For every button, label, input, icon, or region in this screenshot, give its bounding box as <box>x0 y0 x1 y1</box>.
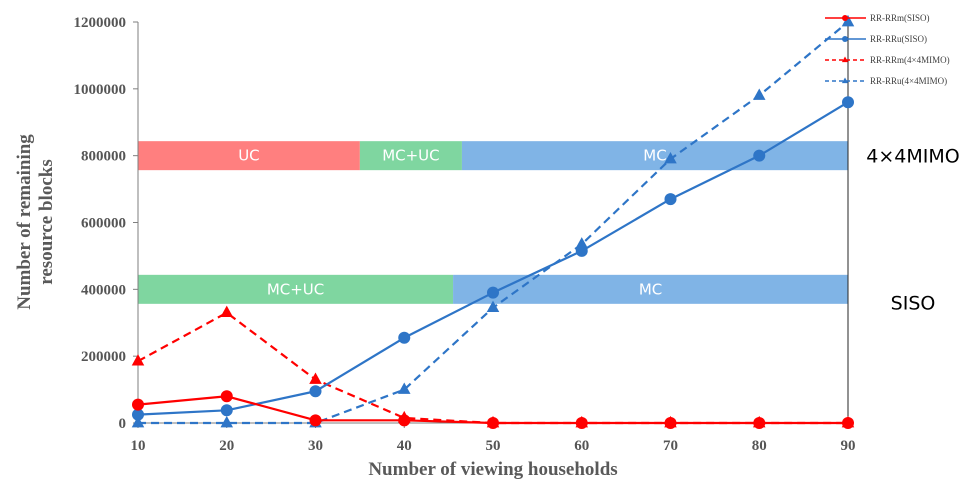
data-point <box>753 149 766 162</box>
data-point <box>132 398 144 411</box>
data-point <box>220 305 234 318</box>
data-point <box>842 417 854 429</box>
band-label: MC <box>639 280 662 298</box>
series-line <box>138 21 849 425</box>
mode-band <box>359 141 462 171</box>
mode-band <box>461 141 848 171</box>
x-axis-title: Number of viewing households <box>368 459 617 480</box>
legend: RR-RRm(SISO) RR-RRu(SISO) RR-RRm(4×4MIMO) R… <box>825 13 950 86</box>
series-lines <box>131 14 855 429</box>
series-3 <box>131 305 855 428</box>
y-tick-label: 800000 <box>81 149 126 165</box>
axes: 0 200000 400000 600000 800000 1000000 1200000 1… <box>74 15 856 454</box>
data-point <box>842 96 854 109</box>
y-tick-label: 0 <box>119 416 127 432</box>
data-point <box>309 385 322 398</box>
data-point <box>664 193 677 206</box>
mode-band <box>138 141 360 171</box>
legend-label: RR-RRu(4×4MIMO) <box>870 76 947 86</box>
x-tick-label: 50 <box>486 438 501 454</box>
y-tick-label: 600000 <box>81 216 126 232</box>
data-point <box>664 151 677 164</box>
series-1 <box>132 390 854 429</box>
data-point <box>842 36 848 42</box>
x-tick-label: 20 <box>219 438 234 454</box>
legend-item: RR-RRu(SISO) <box>825 34 927 44</box>
data-point <box>131 354 145 366</box>
axis-labels: 4×4MIMO SISO Number of viewing households N… <box>14 134 960 480</box>
x-tick-label: 10 <box>131 438 146 454</box>
data-point <box>841 56 849 63</box>
series-4 <box>131 14 855 428</box>
legend-label: RR-RRm(4×4MIMO) <box>870 55 950 65</box>
x-tick-label: 30 <box>308 438 323 454</box>
x-tick-label: 60 <box>574 438 589 454</box>
data-point <box>487 286 499 299</box>
data-point <box>220 390 233 403</box>
y-tick-label: 200000 <box>81 349 126 365</box>
data-point <box>398 331 411 344</box>
x-tick-label: 80 <box>752 438 767 454</box>
mode-side-label: 4×4MIMO <box>866 146 959 168</box>
x-tick-label: 90 <box>841 438 856 454</box>
data-point <box>309 414 322 427</box>
data-point <box>575 417 588 429</box>
data-point <box>220 404 233 417</box>
data-point <box>309 372 322 384</box>
legend-label: RR-RRu(SISO) <box>870 34 927 44</box>
mode-side-label: SISO <box>891 293 936 315</box>
y-tick-label: 1200000 <box>74 15 127 31</box>
y-axis-title-line: Number of remaining <box>14 134 35 310</box>
data-point <box>220 415 234 428</box>
data-point <box>575 244 588 257</box>
data-point <box>131 415 145 428</box>
band-label: UC <box>238 147 259 165</box>
data-point <box>486 300 500 313</box>
band-label: MC+UC <box>382 147 439 165</box>
band-label: MC+UC <box>267 280 324 298</box>
data-point <box>841 77 849 84</box>
data-point <box>398 414 411 427</box>
y-axis-title-line: resource blocks <box>36 159 57 284</box>
data-point <box>397 382 411 394</box>
data-point <box>575 237 589 249</box>
y-axis-title: Number of remainingresource blocks <box>14 134 57 310</box>
legend-item: RR-RRu(4×4MIMO) <box>825 76 947 86</box>
y-tick-label: 400000 <box>81 282 126 298</box>
data-point <box>487 417 499 429</box>
data-point <box>841 14 855 27</box>
data-point <box>752 88 766 100</box>
data-point <box>753 417 766 429</box>
legend-item: RR-RRm(4×4MIMO) <box>825 55 950 65</box>
legend-label: RR-RRm(SISO) <box>870 13 930 23</box>
data-point <box>842 15 848 21</box>
legend-item: RR-RRm(SISO) <box>825 13 930 23</box>
band-label: MC <box>643 147 666 165</box>
x-tick-label: 40 <box>397 438 412 454</box>
mode-bands: UC MC+UC MC MC+UC MC <box>138 141 848 304</box>
x-tick-label: 70 <box>663 438 678 454</box>
data-point <box>132 408 144 421</box>
y-tick-label: 1000000 <box>74 82 127 98</box>
mode-band <box>138 274 454 304</box>
data-point <box>664 417 677 429</box>
